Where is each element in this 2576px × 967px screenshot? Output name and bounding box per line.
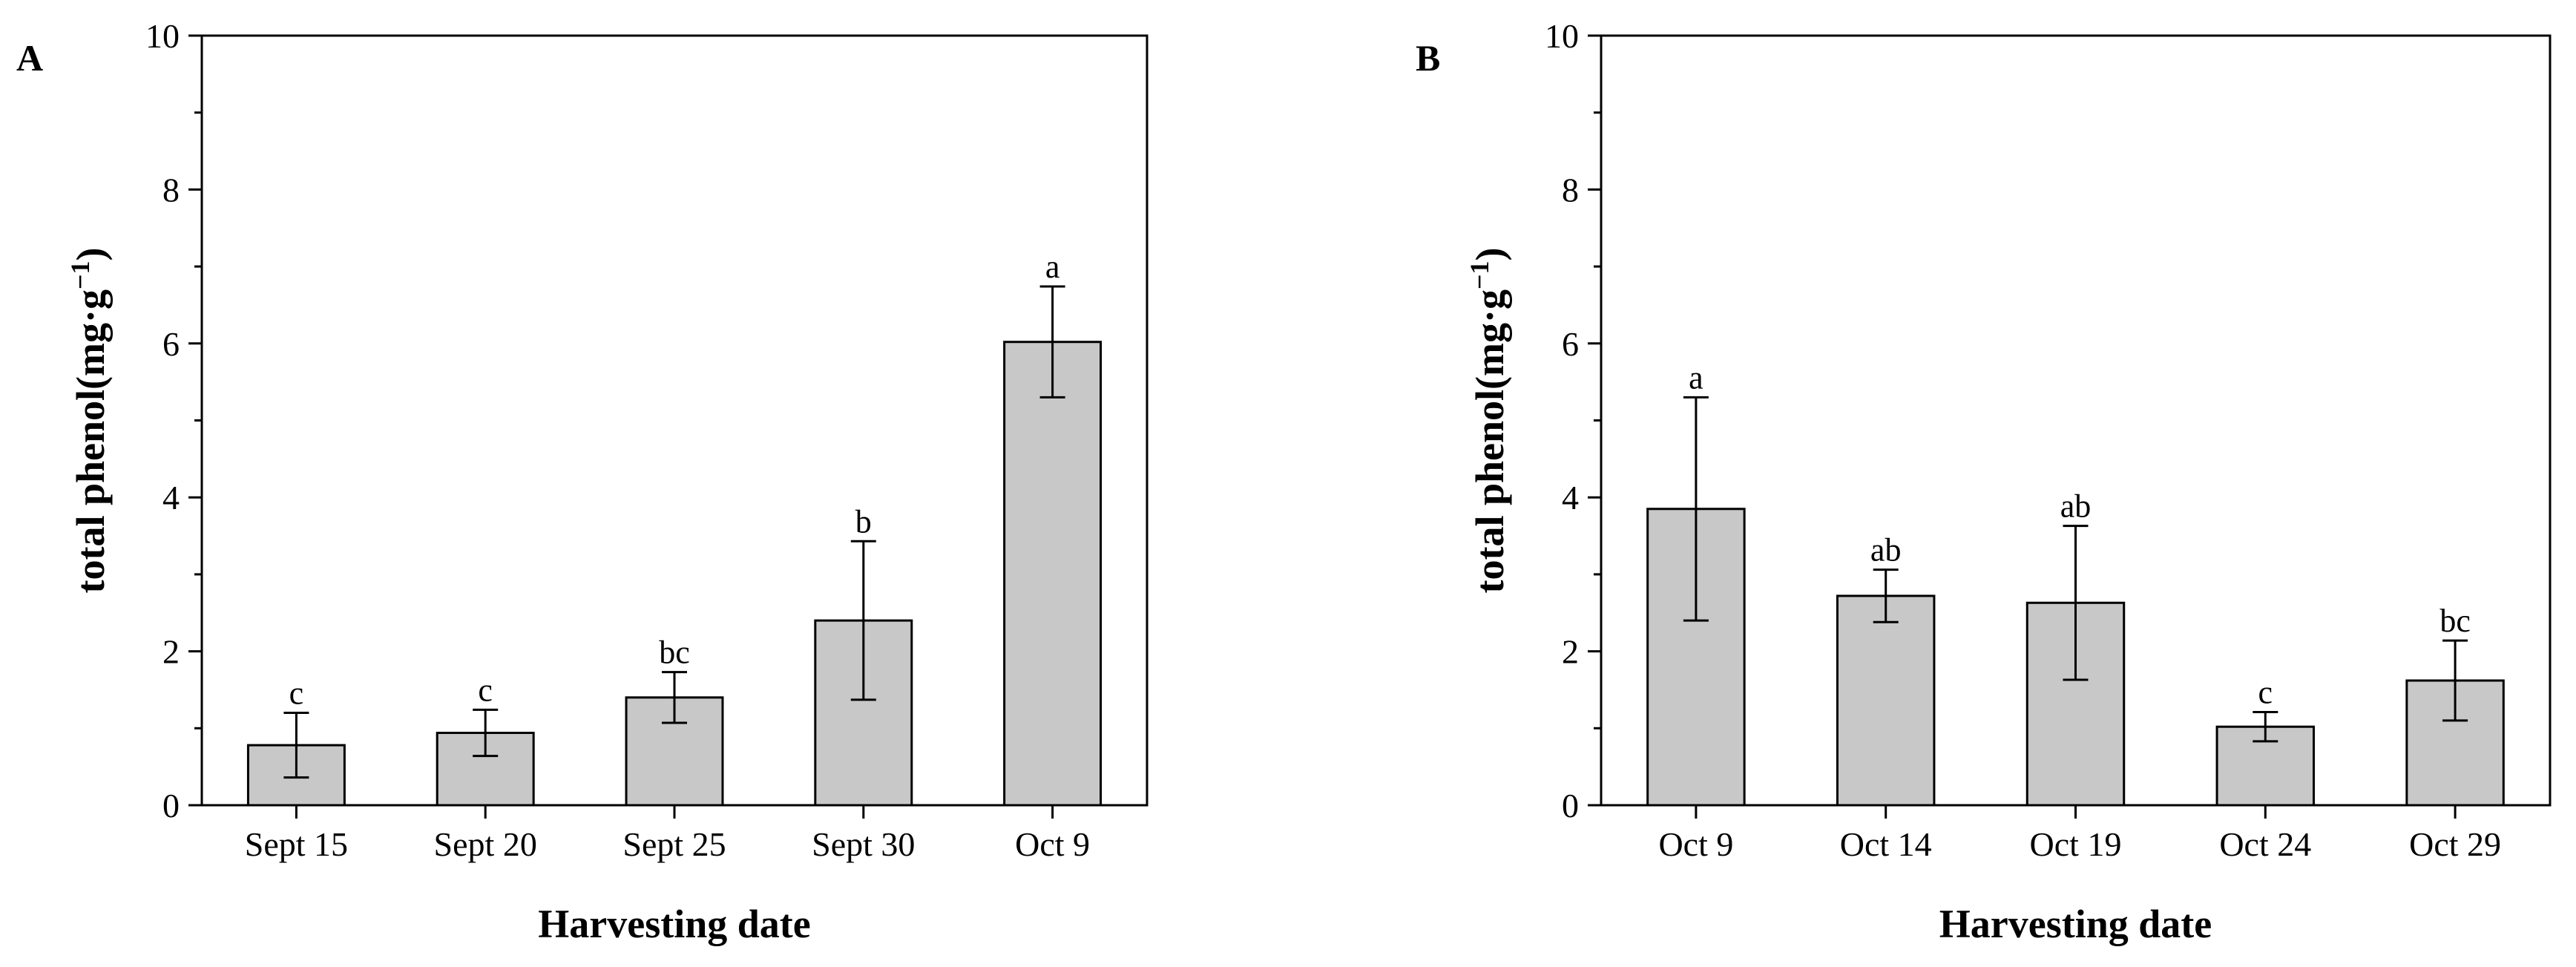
- y-tick-label: 8: [1562, 171, 1579, 209]
- y-tick-label: 10: [145, 17, 180, 55]
- significance-letter: c: [289, 675, 304, 712]
- x-axis-title: Harvesting date: [1939, 902, 2212, 946]
- panel-b-total-phenol-chart: 0 2 4 6 8 10 a Oct 9 ab Oct 14 ab Oct 19 c Oct 24 bc Oc…: [1416, 17, 2552, 946]
- significance-letter: ab: [1870, 532, 1902, 568]
- y-tick-label: 0: [1562, 787, 1579, 825]
- panel-label: B: [1416, 37, 1440, 79]
- x-tick-label: Oct 29: [2409, 825, 2501, 863]
- x-tick-label: Oct 14: [1840, 825, 1932, 863]
- y-tick-label: 0: [162, 787, 180, 825]
- y-axis-title: total phenol(mg·g−1): [65, 247, 113, 593]
- significance-letter: b: [855, 503, 872, 540]
- y-tick-label: 10: [1545, 17, 1579, 55]
- x-tick-label: Sept 25: [622, 825, 726, 863]
- y-axis-title: total phenol(mg·g−1): [1465, 247, 1512, 593]
- y-tick-label: 4: [162, 479, 180, 517]
- significance-letter: bc: [659, 635, 690, 671]
- x-axis-title: Harvesting date: [538, 902, 810, 946]
- y-tick-label: 6: [1562, 325, 1579, 363]
- x-tick-label: Sept 15: [245, 825, 348, 863]
- panel-a-total-phenol-chart: 0 2 4 6 8 10 c Sept 15 c Sept 20 bc Sept 25 b Sept 30…: [16, 17, 1149, 946]
- y-tick-label: 4: [1562, 479, 1579, 517]
- bar: [1003, 341, 1103, 807]
- significance-letter: a: [1689, 359, 1703, 396]
- y-tick-label: 6: [162, 325, 180, 363]
- x-tick-label: Oct 19: [2030, 825, 2122, 863]
- x-tick-label: Oct 9: [1015, 825, 1090, 863]
- y-tick-label: 8: [162, 171, 180, 209]
- y-tick-label: 2: [1562, 633, 1579, 671]
- x-tick-label: Sept 30: [812, 825, 915, 863]
- x-tick-label: Sept 20: [434, 825, 537, 863]
- bar: [1836, 594, 1936, 807]
- x-tick-label: Oct 24: [2219, 825, 2311, 863]
- y-tick-label: 2: [162, 633, 180, 671]
- panel-label: A: [16, 37, 43, 79]
- significance-letter: bc: [2439, 603, 2471, 639]
- significance-letter: a: [1045, 249, 1060, 285]
- significance-letter: c: [478, 672, 493, 708]
- significance-letter: c: [2258, 675, 2273, 711]
- x-tick-label: Oct 9: [1658, 825, 1733, 863]
- bar: [814, 619, 913, 807]
- significance-letter: ab: [2060, 488, 2092, 525]
